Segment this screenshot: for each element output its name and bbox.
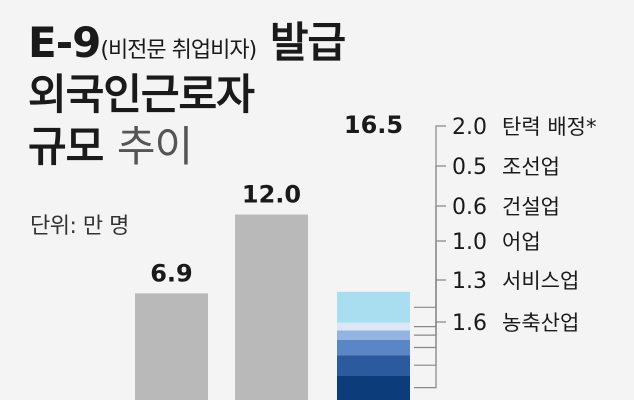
title-e9: E-9: [28, 18, 101, 67]
chart-title: E-9(비전문 취업비자) 발급 외국인근로자 규모 추이: [28, 22, 346, 178]
segment-value-label-2: 1.3: [452, 269, 487, 294]
bar-1: [135, 293, 208, 400]
title-line-3: 규모 추이: [28, 126, 345, 178]
leader-line-4: [414, 205, 446, 336]
segment-name-label-5: 조선업: [502, 155, 560, 179]
segment-name-label-2: 서비스업: [502, 269, 579, 293]
segment-value-label-4: 0.6: [452, 195, 487, 220]
title-scale: 규모: [28, 122, 104, 171]
segment-value-label-1: 1.6: [452, 311, 487, 336]
bar-segment-6: [337, 291, 410, 323]
segment-name-label-4: 건설업: [502, 195, 560, 219]
title-line-1: E-9(비전문 취업비자) 발급: [28, 22, 346, 74]
bar-segment-4: [337, 330, 410, 340]
segment-name-label-3: 어업: [502, 230, 541, 254]
leader-line-3: [414, 240, 446, 349]
title-line-2: 외국인근로자: [28, 70, 255, 119]
bar-2: [235, 214, 308, 400]
bar-segment-5: [337, 322, 410, 331]
segment-value-label-5: 0.5: [452, 155, 487, 180]
bar-total-label-1: 6.9: [150, 259, 193, 287]
bar-segment-2: [337, 355, 410, 376]
bar-segment-1: [337, 375, 410, 400]
title-visa-type: (비전문 취업비자): [100, 38, 257, 63]
segment-name-label-1: 농축산업: [502, 311, 579, 335]
title-issuance: 발급: [269, 18, 346, 67]
bar-segment-3: [337, 339, 410, 356]
segment-value-label-3: 1.0: [452, 230, 487, 255]
segment-value-label-6: 2.0: [452, 115, 487, 140]
bar-total-label-2: 12.0: [242, 181, 301, 209]
unit-label: 단위: 만 명: [30, 214, 129, 239]
title-trend: 추이: [116, 122, 193, 171]
leader-line-5: [414, 165, 446, 328]
bar-total-label-3: 16.5: [344, 111, 403, 139]
leader-line-1: [414, 321, 446, 389]
leader-line-6: [414, 125, 446, 308]
segment-name-label-6: 탄력 배정*: [502, 115, 596, 139]
